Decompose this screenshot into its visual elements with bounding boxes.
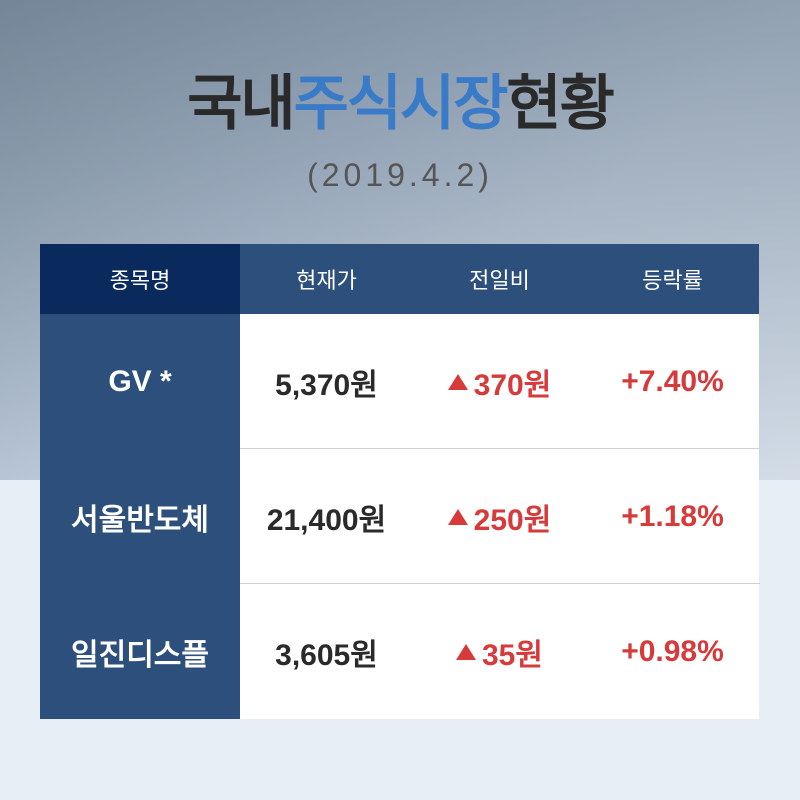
stock-change: 35원 xyxy=(413,584,586,719)
title-part1: 국내 xyxy=(187,70,293,137)
title-highlight: 주식시장 xyxy=(294,70,507,137)
title-part2: 현황 xyxy=(506,70,612,137)
page-title: 국내주식시장현황 xyxy=(187,55,613,142)
stock-rate: +1.18% xyxy=(586,449,759,584)
change-value: 370원 xyxy=(474,360,552,404)
col-header-name: 종목명 xyxy=(40,244,240,314)
stock-price: 5,370원 xyxy=(240,314,413,449)
stock-price: 3,605원 xyxy=(240,584,413,719)
stock-name: 일진디스플 xyxy=(40,584,240,719)
up-arrow-icon xyxy=(448,509,468,525)
stock-name: 서울반도체 xyxy=(40,449,240,584)
change-value: 250원 xyxy=(474,495,552,539)
table-row: 서울반도체 21,400원 250원 +1.18% xyxy=(40,449,760,584)
up-arrow-icon xyxy=(448,374,468,390)
up-arrow-icon xyxy=(456,644,476,660)
main-container: 국내주식시장현황 (2019.4.2) 종목명 현재가 전일비 등락률 GV *… xyxy=(0,0,800,800)
table-row: GV * 5,370원 370원 +7.40% xyxy=(40,314,760,449)
date-label: (2019.4.2) xyxy=(307,157,493,194)
col-header-rate: 등락률 xyxy=(586,244,759,314)
stock-table: 종목명 현재가 전일비 등락률 GV * 5,370원 370원 +7.40% … xyxy=(40,244,760,719)
change-value: 35원 xyxy=(482,630,543,674)
table-header: 종목명 현재가 전일비 등락률 xyxy=(40,244,760,314)
stock-rate: +7.40% xyxy=(586,314,759,449)
col-header-change: 전일비 xyxy=(413,244,586,314)
stock-change: 250원 xyxy=(413,449,586,584)
stock-rate: +0.98% xyxy=(586,584,759,719)
table-row: 일진디스플 3,605원 35원 +0.98% xyxy=(40,584,760,719)
col-header-price: 현재가 xyxy=(240,244,413,314)
stock-price: 21,400원 xyxy=(240,449,413,584)
stock-change: 370원 xyxy=(413,314,586,449)
stock-name: GV * xyxy=(40,314,240,449)
